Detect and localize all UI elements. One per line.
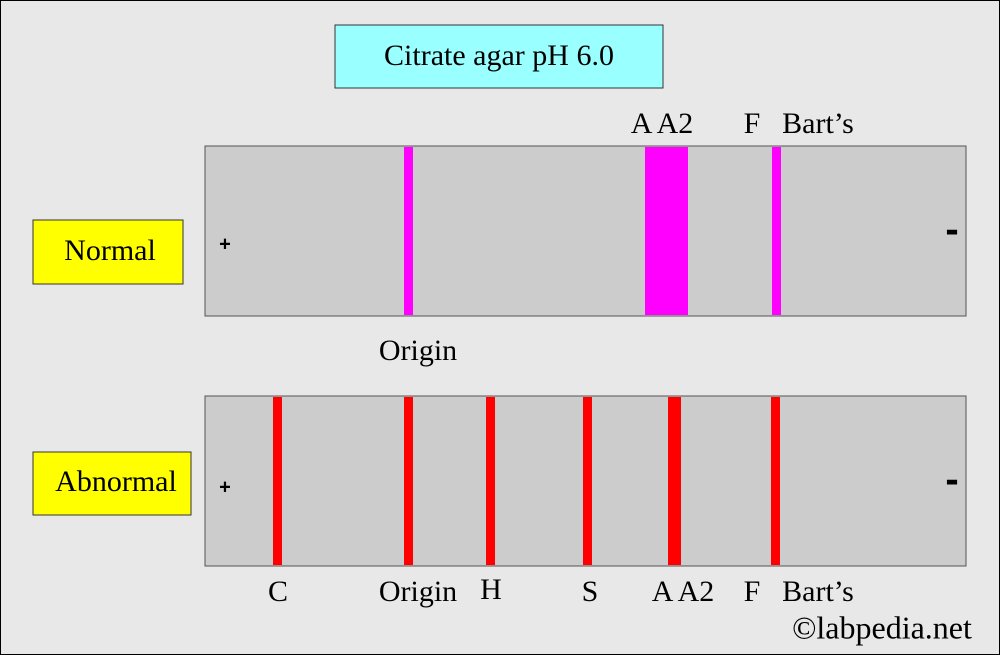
band xyxy=(771,397,780,565)
cathode: - xyxy=(945,458,958,502)
cathode: - xyxy=(945,208,958,252)
label-box xyxy=(32,219,184,285)
title-box xyxy=(334,24,664,89)
row-label: Normal xyxy=(64,234,156,267)
anode: + xyxy=(219,233,231,255)
band-label: F xyxy=(744,575,761,608)
band xyxy=(668,397,681,565)
band xyxy=(404,147,413,315)
band xyxy=(645,147,688,315)
band-label: A A2 xyxy=(631,107,694,140)
band xyxy=(273,397,282,565)
anode: + xyxy=(219,476,231,498)
watermark: ©labpedia.net xyxy=(792,609,972,645)
title: Citrate agar pH 6.0 xyxy=(384,39,614,72)
band-label: Origin xyxy=(379,575,457,608)
band-label: C xyxy=(268,575,288,608)
band xyxy=(583,397,592,565)
band xyxy=(486,397,495,565)
band-label: A A2 xyxy=(652,575,715,608)
row-label: Abnormal xyxy=(55,465,177,498)
band-label: S xyxy=(582,575,599,608)
band-label: Bart’s xyxy=(782,575,854,608)
label-box xyxy=(32,451,192,516)
band-label: Bart’s xyxy=(782,107,854,140)
band-label: F xyxy=(744,107,761,140)
band xyxy=(404,397,413,565)
band xyxy=(772,147,781,315)
gel-normal xyxy=(204,145,967,317)
band-label: H xyxy=(480,573,502,606)
origin-label: Origin xyxy=(379,334,457,367)
